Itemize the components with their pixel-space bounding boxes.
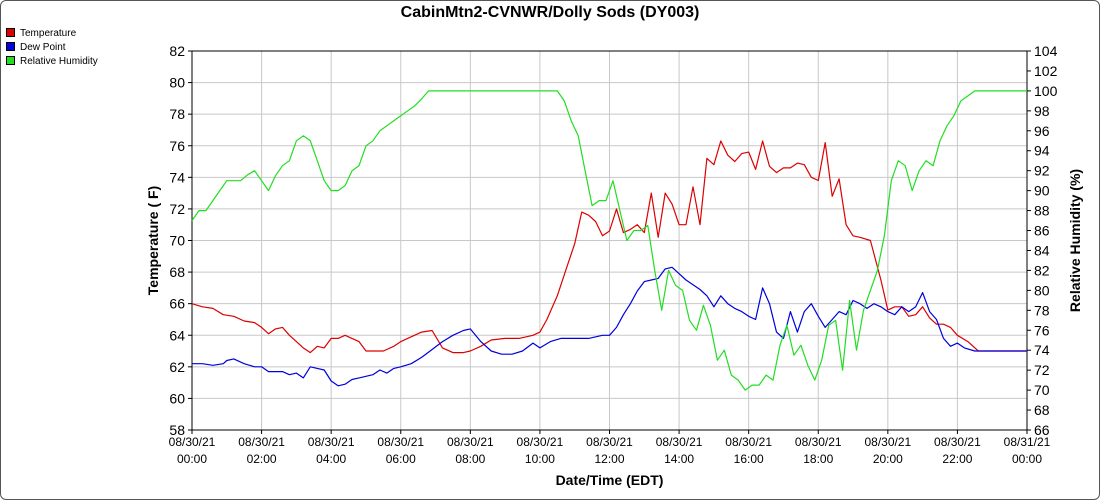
x-tick-label-date: 08/30/21 — [308, 435, 355, 449]
x-axis-title: Date/Time (EDT) — [556, 472, 664, 488]
y-left-tick-label: 58 — [169, 422, 185, 438]
x-tick-label-time: 00:00 — [1012, 452, 1042, 466]
legend-item-relative-humidity: Relative Humidity — [6, 55, 98, 69]
x-tick-label-date: 08/30/21 — [377, 435, 424, 449]
x-tick-label-date: 08/30/21 — [934, 435, 981, 449]
y-left-tick-label: 74 — [169, 169, 185, 185]
y-left-tick-label: 68 — [169, 264, 185, 280]
x-tick-label-time: 06:00 — [386, 452, 416, 466]
temperature-swatch — [6, 27, 15, 37]
y-right-tick-label: 92 — [1034, 163, 1050, 179]
series-line-dew-point — [192, 266, 1027, 387]
x-tick-label-date: 08/30/21 — [169, 435, 216, 449]
legend-label-dew-point: Dew Point — [20, 42, 66, 53]
x-tick-label-date: 08/30/21 — [586, 435, 633, 449]
y-left-tick-label: 70 — [169, 233, 185, 249]
y-axis-title-right: Relative Humidity (%) — [1067, 169, 1083, 312]
y-right-tick-label: 94 — [1034, 143, 1050, 159]
series-line-relative-humidity — [191, 90, 1027, 391]
y-right-tick-label: 84 — [1034, 242, 1050, 258]
y-left-tick-label: 72 — [169, 201, 185, 217]
chart-title: CabinMtn2-CVNWR/Dolly Sods (DY003) — [400, 4, 700, 21]
y-right-tick-label: 96 — [1034, 123, 1050, 139]
y-right-tick-label: 72 — [1034, 362, 1050, 378]
y-left-tick-label: 82 — [169, 43, 185, 59]
x-tick-label-time: 18:00 — [803, 452, 833, 466]
y-left-tick-label: 78 — [169, 106, 185, 122]
x-tick-label-time: 12:00 — [594, 452, 624, 466]
y-left-tick-label: 60 — [169, 390, 185, 406]
x-tick-label-date: 08/30/21 — [725, 435, 772, 449]
y-right-tick-label: 88 — [1034, 203, 1050, 219]
series-line-temperature — [191, 140, 1027, 354]
y-right-tick-label: 80 — [1034, 282, 1050, 298]
y-right-tick-label: 78 — [1034, 302, 1050, 318]
y-axis-title-left: Temperature ( F) — [145, 186, 161, 295]
x-tick-label-time: 22:00 — [942, 452, 972, 466]
x-tick-label-date: 08/30/21 — [238, 435, 285, 449]
relative-humidity-swatch — [6, 55, 15, 65]
x-tick-label-date: 08/30/21 — [795, 435, 842, 449]
y-left-tick-label: 64 — [169, 327, 185, 343]
y-right-tick-label: 74 — [1034, 342, 1050, 358]
y-right-tick-label: 104 — [1034, 43, 1058, 59]
x-tick-label-time: 02:00 — [247, 452, 277, 466]
x-tick-label-date: 08/30/21 — [656, 435, 703, 449]
legend-item-dew-point: Dew Point — [6, 41, 98, 55]
x-tick-label-date: 08/30/21 — [864, 435, 911, 449]
x-tick-label-time: 14:00 — [664, 452, 694, 466]
x-tick-label-time: 00:00 — [177, 452, 207, 466]
y-right-tick-label: 68 — [1034, 402, 1050, 418]
x-tick-label-time: 20:00 — [873, 452, 903, 466]
legend: Temperature Dew Point Relative Humidity — [6, 27, 98, 69]
y-right-tick-label: 102 — [1034, 63, 1058, 79]
y-right-tick-label: 98 — [1034, 103, 1050, 119]
legend-item-temperature: Temperature — [6, 27, 98, 41]
y-right-tick-label: 66 — [1034, 422, 1050, 438]
y-right-tick-label: 70 — [1034, 382, 1050, 398]
y-left-tick-label: 80 — [169, 75, 185, 91]
x-tick-label-date: 08/30/21 — [517, 435, 564, 449]
y-right-tick-label: 76 — [1034, 322, 1050, 338]
x-tick-label-time: 04:00 — [316, 452, 346, 466]
x-tick-label-time: 10:00 — [525, 452, 555, 466]
legend-label-temperature: Temperature — [20, 28, 77, 39]
x-tick-label-time: 16:00 — [734, 452, 764, 466]
y-right-tick-label: 90 — [1034, 183, 1050, 199]
x-tick-label-date: 08/30/21 — [447, 435, 494, 449]
y-left-tick-label: 66 — [169, 296, 185, 312]
y-right-tick-label: 100 — [1034, 83, 1058, 99]
dew-point-swatch — [6, 41, 15, 51]
y-left-tick-label: 62 — [169, 359, 185, 375]
x-tick-label-date: 08/31/21 — [1004, 435, 1051, 449]
y-left-tick-label: 76 — [169, 138, 185, 154]
y-right-tick-label: 86 — [1034, 223, 1050, 239]
x-tick-label-time: 08:00 — [455, 452, 485, 466]
legend-label-relative-humidity: Relative Humidity — [20, 56, 98, 67]
y-right-tick-label: 82 — [1034, 262, 1050, 278]
